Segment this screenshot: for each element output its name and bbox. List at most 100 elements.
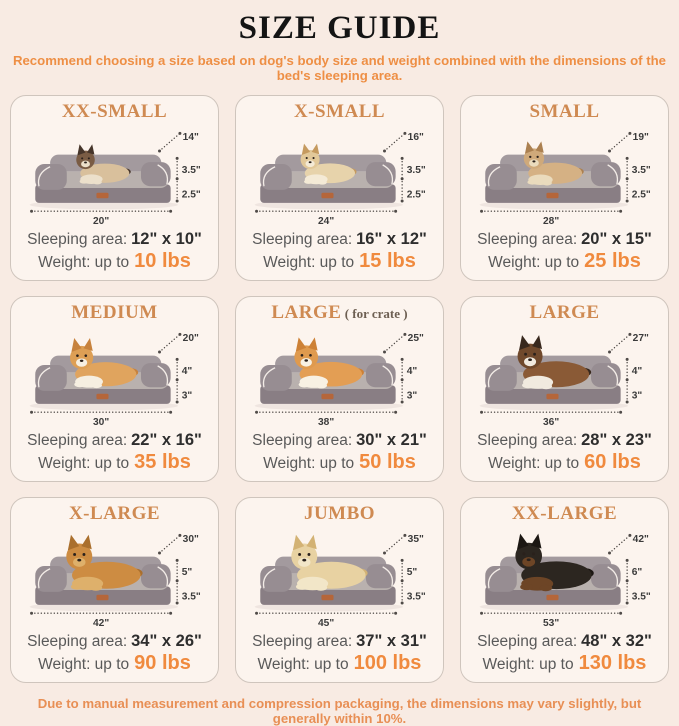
dim-width-label: 30" <box>93 417 109 428</box>
dog <box>69 338 138 389</box>
dim-bolster-height-label: 3.5" <box>406 165 425 176</box>
dog-bed-figure: 30" 5" 3.5" 42" <box>29 534 200 629</box>
footnote: Due to manual measurement and compressio… <box>37 696 642 726</box>
dog <box>523 141 584 186</box>
dim-bolster-height-label: 6" <box>631 567 642 578</box>
brand-tag <box>545 192 559 199</box>
dog <box>65 534 143 591</box>
subtitle: Recommend choosing a size based on dog's… <box>12 53 667 83</box>
dim-bolster-height-label: 5" <box>406 567 417 578</box>
dim-depth-label: 25" <box>407 333 423 344</box>
bed-figure-container: 19" 3.5" 2.5" 28" <box>463 125 666 227</box>
weight-line: Weight: up to 10 lbs <box>38 250 191 272</box>
dim-width-label: 53" <box>543 618 559 629</box>
bed-illustration <box>254 154 403 210</box>
dim-base-height-label: 2.5" <box>181 189 200 200</box>
dim-depth-label: 14" <box>182 132 198 143</box>
dimension-annotations: 20" 4" 3" 30" <box>29 333 199 428</box>
dim-depth-label: 19" <box>632 132 648 143</box>
size-card-xx-small: XX-SMALL <box>10 95 219 281</box>
dim-depth-label: 42" <box>632 534 648 545</box>
dim-base-height-label: 3.5" <box>181 591 200 602</box>
dog <box>293 337 364 389</box>
weight-line: Weight: up to 90 lbs <box>38 652 191 674</box>
dim-bolster-height-label: 5" <box>181 567 192 578</box>
bed-figure-container: 27" 4" 3" 36" <box>463 326 666 428</box>
dim-width-label: 38" <box>318 417 334 428</box>
sleeping-area-line: Sleeping area: 48" x 32" <box>477 632 652 650</box>
size-label: XX-LARGE <box>511 503 618 524</box>
size-label: JUMBO <box>303 503 376 524</box>
size-card-large: LARGE <box>460 296 669 482</box>
dim-depth-label: 30" <box>182 534 198 545</box>
dim-bolster-height-label: 4" <box>181 366 192 377</box>
dim-base-height-label: 2.5" <box>406 189 425 200</box>
dog <box>300 143 357 185</box>
size-label: SMALL <box>529 101 600 122</box>
weight-line: Weight: up to 35 lbs <box>38 451 191 473</box>
brand-tag <box>320 594 334 601</box>
dim-base-height-label: 3.5" <box>631 591 650 602</box>
dim-depth-label: 20" <box>182 333 198 344</box>
bed-figure-container: 14" 3.5" 2.5" 20" <box>13 125 216 227</box>
brand-tag <box>320 393 334 400</box>
dim-bolster-height-label: 4" <box>631 366 642 377</box>
dim-width-label: 36" <box>543 417 559 428</box>
dog <box>75 144 131 185</box>
brand-tag <box>95 192 109 199</box>
dim-width-label: 45" <box>318 618 334 629</box>
dimension-annotations: 25" 4" 3" 38" <box>254 333 424 428</box>
weight-line: Weight: up to 15 lbs <box>263 250 416 272</box>
size-label: LARGE <box>529 302 600 323</box>
dog-bed-figure: 20" 4" 3" 30" <box>29 333 199 428</box>
weight-line: Weight: up to 100 lbs <box>257 652 422 674</box>
brand-tag <box>95 594 109 601</box>
bed-figure-container: 25" 4" 3" 38" <box>238 326 441 428</box>
size-label: X-SMALL <box>293 101 386 122</box>
size-card-xx-large: XX-LARGE <box>460 497 669 683</box>
sleeping-area-line: Sleeping area: 34" x 26" <box>27 632 202 650</box>
dog <box>290 534 368 591</box>
size-card-x-large: X-LARGE <box>10 497 219 683</box>
size-card-small: SMALL <box>460 95 669 281</box>
dog-bed-figure: 14" 3.5" 2.5" 20" <box>29 132 200 227</box>
bed-figure-container: 20" 4" 3" 30" <box>13 326 216 428</box>
weight-line: Weight: up to 25 lbs <box>488 250 641 272</box>
size-label: MEDIUM <box>71 302 158 323</box>
dog-bed-figure: 42" 6" 3.5" 53" <box>479 533 650 629</box>
dim-width-label: 20" <box>93 216 109 227</box>
sleeping-area-line: Sleeping area: 12" x 10" <box>27 230 202 248</box>
dog-bed-figure: 19" 3.5" 2.5" 28" <box>479 132 650 227</box>
weight-line: Weight: up to 50 lbs <box>263 451 416 473</box>
dim-base-height-label: 3" <box>181 390 192 401</box>
size-card-large-crate: LARGE ( for crate ) <box>235 296 444 482</box>
size-card-jumbo: JUMBO <box>235 497 444 683</box>
dim-depth-label: 35" <box>407 534 423 545</box>
dimension-annotations: 35" 5" 3.5" 45" <box>254 534 425 629</box>
size-label: X-LARGE <box>68 503 161 524</box>
brand-tag <box>545 393 559 400</box>
dimension-annotations: 30" 5" 3.5" 42" <box>29 534 200 629</box>
dim-depth-label: 27" <box>632 333 648 344</box>
sleeping-area-line: Sleeping area: 20" x 15" <box>477 230 652 248</box>
dog <box>517 335 591 390</box>
bed-figure-container: 42" 6" 3.5" 53" <box>463 527 666 629</box>
brand-tag <box>320 192 334 199</box>
dim-bolster-height-label: 3.5" <box>631 165 650 176</box>
dog-bed-figure: 16" 3.5" 2.5" 24" <box>254 132 425 227</box>
size-card-medium: MEDIUM <box>10 296 219 482</box>
size-guide-page: SIZE GUIDE Recommend choosing a size bas… <box>0 10 679 726</box>
dim-depth-label: 16" <box>407 132 423 143</box>
dim-bolster-height-label: 3.5" <box>181 165 200 176</box>
dim-base-height-label: 3" <box>631 390 642 401</box>
dimension-annotations: 19" 3.5" 2.5" 28" <box>479 132 650 227</box>
sleeping-area-line: Sleeping area: 28" x 23" <box>477 431 652 449</box>
dimension-annotations: 14" 3.5" 2.5" 20" <box>29 132 200 227</box>
weight-line: Weight: up to 60 lbs <box>488 451 641 473</box>
bed-figure-container: 30" 5" 3.5" 42" <box>13 527 216 629</box>
sleeping-area-line: Sleeping area: 16" x 12" <box>252 230 427 248</box>
dog <box>514 533 594 592</box>
dim-width-label: 42" <box>93 618 109 629</box>
dog-bed-figure: 25" 4" 3" 38" <box>254 333 424 428</box>
weight-line: Weight: up to 130 lbs <box>482 652 647 674</box>
